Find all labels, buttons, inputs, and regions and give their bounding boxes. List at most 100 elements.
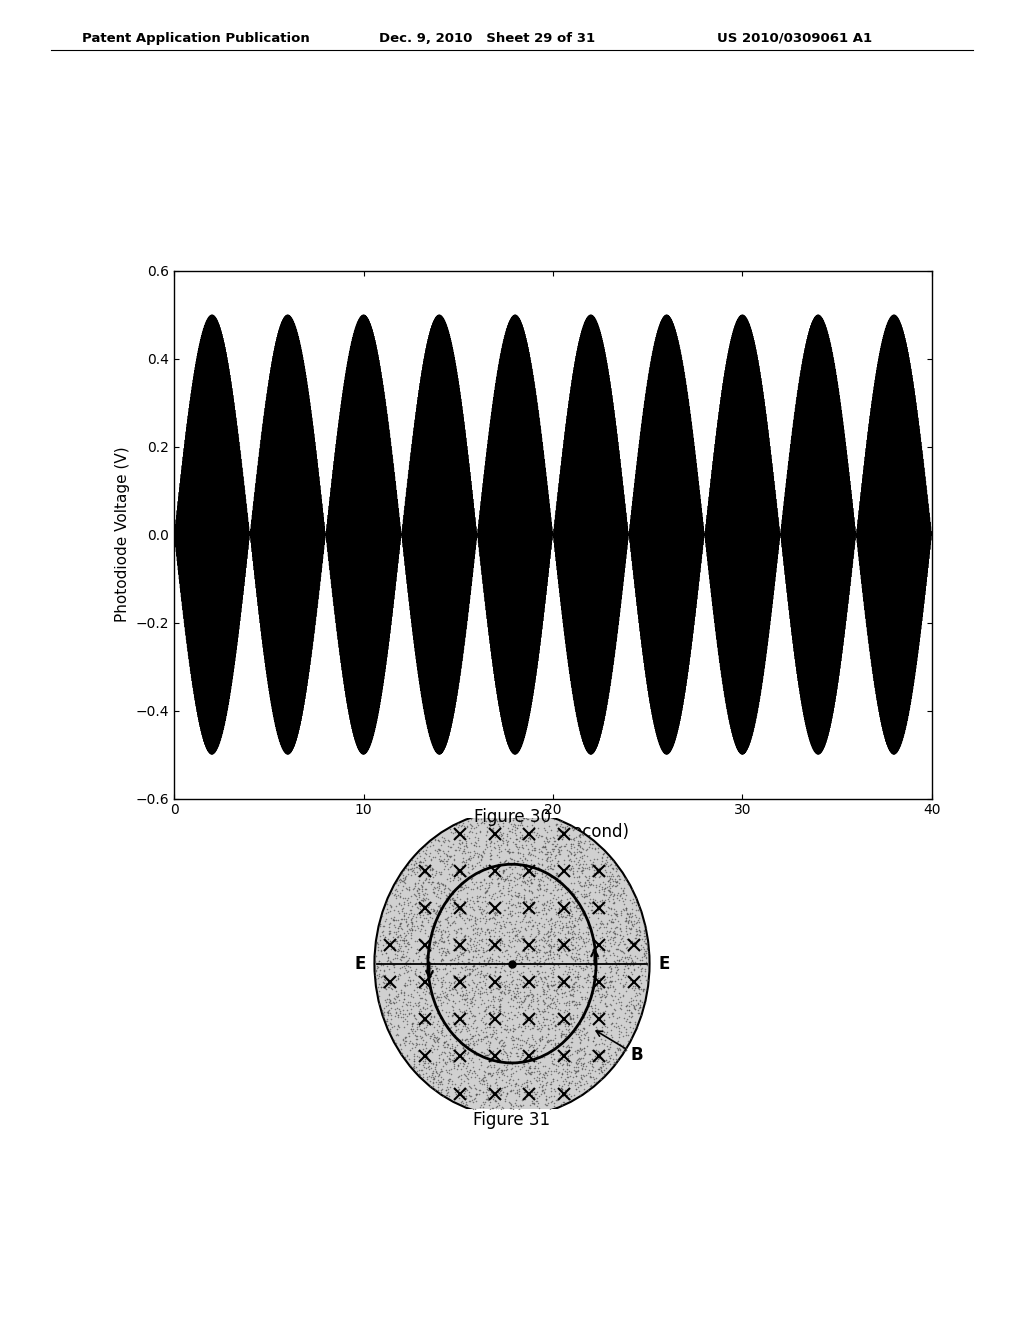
Point (603, 985, 620, 1006)
Point (463, 1002, 479, 1023)
Point (570, 851, 587, 873)
Point (510, 902, 526, 923)
Point (446, 826, 463, 847)
Point (427, 931, 443, 952)
Point (621, 909, 637, 931)
Point (513, 825, 529, 846)
Point (511, 944, 527, 965)
Point (416, 978, 432, 999)
Point (444, 995, 461, 1016)
Point (545, 957, 561, 978)
Point (465, 919, 481, 940)
Point (506, 1005, 522, 1026)
Point (483, 937, 500, 958)
Point (513, 1024, 529, 1045)
Point (575, 900, 592, 921)
Point (461, 948, 477, 969)
Point (523, 888, 540, 909)
Point (536, 1008, 552, 1030)
Point (590, 841, 606, 862)
Point (570, 942, 587, 964)
Point (388, 878, 404, 899)
Point (583, 954, 599, 975)
Point (442, 903, 459, 924)
Point (624, 950, 640, 972)
Point (589, 1051, 605, 1072)
Point (439, 858, 456, 879)
Point (572, 1074, 589, 1096)
Point (484, 989, 501, 1010)
Point (615, 883, 632, 904)
Point (602, 972, 618, 993)
Point (478, 1101, 495, 1122)
Point (550, 855, 566, 876)
Point (548, 1055, 564, 1076)
Point (565, 974, 582, 995)
Point (445, 1047, 462, 1068)
Point (550, 904, 566, 925)
Point (525, 865, 542, 886)
Point (436, 1038, 453, 1059)
Point (525, 946, 542, 968)
Point (601, 974, 617, 995)
Point (422, 941, 438, 962)
Point (419, 998, 435, 1019)
Point (565, 1007, 582, 1028)
Point (564, 906, 581, 927)
Point (486, 904, 503, 925)
Point (564, 954, 581, 975)
Point (394, 870, 411, 891)
Point (573, 859, 590, 880)
Point (545, 987, 561, 1008)
Point (607, 870, 624, 891)
Point (438, 978, 455, 999)
Point (501, 935, 517, 956)
Point (443, 821, 460, 842)
Point (563, 927, 580, 948)
Point (385, 921, 401, 942)
Point (520, 1061, 537, 1082)
Point (414, 1026, 430, 1047)
Point (380, 969, 396, 990)
Point (543, 970, 559, 991)
Point (496, 975, 512, 997)
Point (452, 1084, 468, 1105)
Point (462, 935, 478, 956)
Point (556, 1073, 572, 1094)
Point (404, 859, 421, 880)
Point (418, 867, 434, 888)
Point (508, 1073, 524, 1094)
Point (566, 994, 583, 1015)
Point (457, 854, 473, 875)
Point (572, 1031, 589, 1052)
Point (537, 1001, 553, 1022)
Point (610, 1038, 627, 1059)
Point (446, 1012, 463, 1034)
Point (522, 972, 539, 993)
Point (505, 1027, 521, 1048)
Point (459, 937, 475, 958)
Point (557, 1030, 573, 1051)
Point (465, 1012, 481, 1034)
Point (543, 948, 559, 969)
Point (517, 1048, 534, 1069)
Point (557, 818, 573, 840)
Point (518, 1072, 535, 1093)
Point (467, 912, 483, 933)
Point (412, 858, 428, 879)
Point (548, 979, 564, 1001)
Point (539, 874, 555, 895)
Point (605, 929, 622, 950)
Point (495, 862, 511, 883)
Point (391, 894, 408, 915)
Point (554, 917, 570, 939)
Point (584, 891, 600, 912)
Point (511, 1080, 527, 1101)
Point (598, 977, 614, 998)
Point (552, 890, 568, 911)
Point (558, 857, 574, 878)
Point (558, 1019, 574, 1040)
Point (537, 866, 553, 887)
Point (384, 883, 400, 904)
Point (566, 973, 583, 994)
